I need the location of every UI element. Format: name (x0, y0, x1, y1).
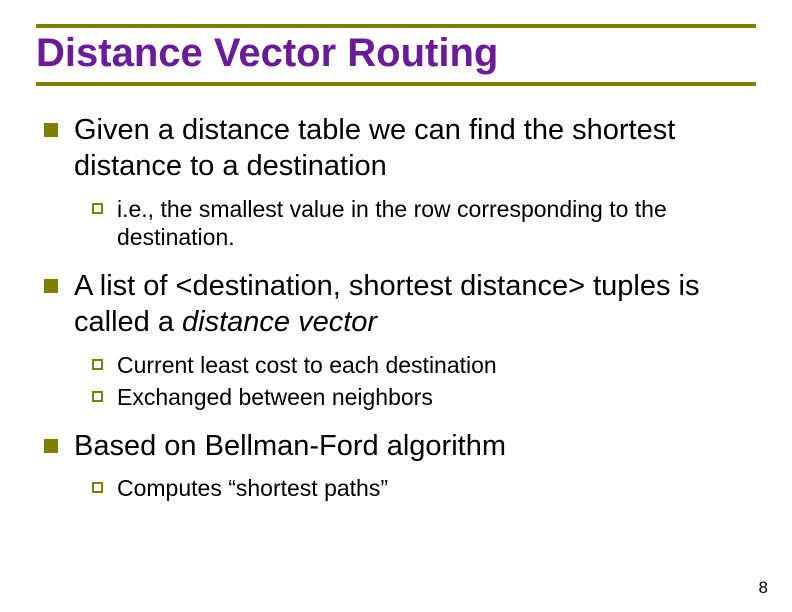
bullet-l2: Exchanged between neighbors (92, 383, 756, 412)
title-bottom-rule (36, 82, 756, 86)
square-bullet-icon (44, 279, 58, 293)
hollow-square-bullet-icon (92, 391, 103, 402)
content-area: Given a distance table we can find the s… (36, 112, 756, 503)
title-block: Distance Vector Routing (36, 24, 756, 86)
bullet-l2-text: i.e., the smallest value in the row corr… (117, 195, 756, 253)
square-bullet-icon (44, 439, 58, 453)
bullet-l1-text: Based on Bellman-Ford algorithm (74, 428, 506, 464)
page-number: 8 (759, 578, 768, 598)
bullet-l2-text: Current least cost to each destination (117, 351, 497, 380)
bullet-l1: Given a distance table we can find the s… (44, 112, 756, 185)
bullet-l1: Based on Bellman-Ford algorithm (44, 428, 756, 464)
slide: Distance Vector Routing Given a distance… (0, 0, 792, 612)
bullet-l2-text: Exchanged between neighbors (117, 383, 433, 412)
slide-title: Distance Vector Routing (36, 28, 756, 76)
bullet-l1-text-emph: distance vector (182, 306, 377, 338)
hollow-square-bullet-icon (92, 359, 103, 370)
bullet-l1-text: A list of <destination, shortest distanc… (74, 268, 756, 341)
bullet-l1: A list of <destination, shortest distanc… (44, 268, 756, 341)
hollow-square-bullet-icon (92, 203, 103, 214)
bullet-l1-text: Given a distance table we can find the s… (74, 112, 756, 185)
bullet-l1-text-pre: A list of <destination, shortest distanc… (74, 270, 699, 338)
bullet-l2: i.e., the smallest value in the row corr… (92, 195, 756, 253)
square-bullet-icon (44, 123, 58, 137)
bullet-l2: Computes “shortest paths” (92, 474, 756, 503)
hollow-square-bullet-icon (92, 482, 103, 493)
bullet-l2: Current least cost to each destination (92, 351, 756, 380)
bullet-l2-text: Computes “shortest paths” (117, 474, 388, 503)
